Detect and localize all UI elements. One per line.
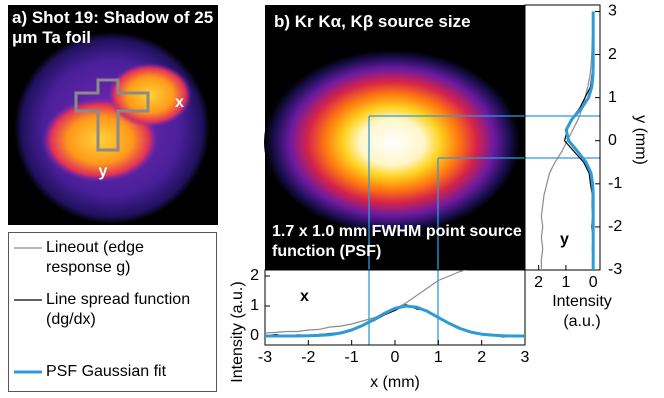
x-tick-label: 1 — [561, 274, 570, 291]
image-b-spot — [264, 50, 520, 234]
y-tick-label: -3 — [608, 261, 622, 278]
y-axis-label: y (mm) — [632, 115, 649, 165]
x-tick-label: 2 — [534, 274, 543, 291]
y-tick-label: 2 — [250, 267, 259, 284]
y-tick-label: 3 — [608, 3, 617, 20]
y-tick-label: 1 — [608, 89, 617, 106]
x-axis-label: x (mm) — [370, 374, 420, 391]
plot-label: x — [300, 288, 309, 305]
legend-label: PSF Gaussian fit — [46, 362, 212, 382]
image-label: x — [175, 94, 184, 111]
x-axis-label: Intensity (a.u.) — [540, 292, 624, 332]
y-tick-label: -2 — [608, 218, 622, 235]
series-line — [566, 11, 593, 270]
x-tick-label: 2 — [477, 349, 486, 366]
y-tick-label: 0 — [250, 327, 259, 344]
y-axis-label: Intensity (a.u.) — [229, 281, 246, 382]
plot-label: y — [560, 231, 569, 248]
x-tick-label: -1 — [345, 349, 359, 366]
y-tick-label: 0 — [608, 132, 617, 149]
x-tick-label: 3 — [521, 349, 530, 366]
x-tick-label: 1 — [434, 349, 443, 366]
panel-title: a) Shot 19: Shadow of 25 μm Ta foil — [12, 8, 217, 48]
panel-title: b) Kr Kα, Kβ source size — [274, 12, 524, 32]
chart: x y x y x (mm) Intensity (a.u.) y (mm) -… — [0, 0, 664, 398]
x-tick-label: -2 — [301, 349, 315, 366]
x-tick-label: 0 — [589, 274, 598, 291]
y-tick-label: 2 — [608, 46, 617, 63]
y-tick-label: 1 — [250, 297, 259, 314]
annotation: 1.7 x 1.0 mm FWHM point source function … — [272, 222, 522, 262]
figure: x y x y x (mm) Intensity (a.u.) y (mm) -… — [0, 0, 664, 398]
image-label: y — [99, 163, 108, 180]
legend-label: Lineout (edge response g) — [46, 238, 212, 278]
x-tick-label: 0 — [391, 349, 400, 366]
legend-label: Line spread function (dg/dx) — [46, 290, 212, 330]
x-tick-label: -3 — [258, 349, 272, 366]
y-tick-label: -1 — [608, 175, 622, 192]
